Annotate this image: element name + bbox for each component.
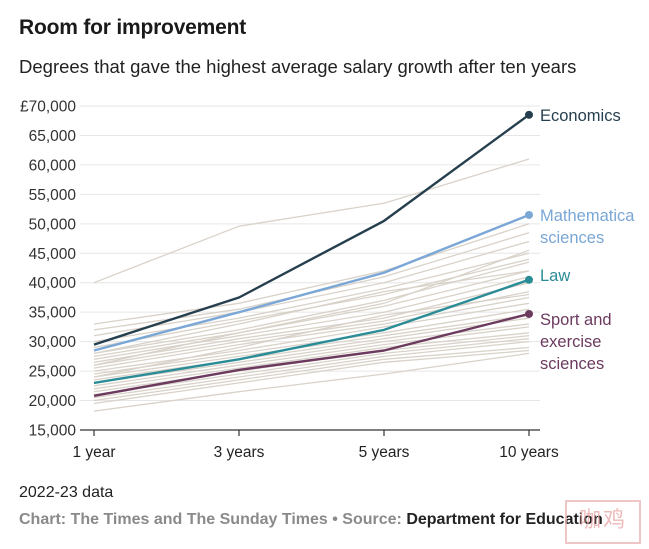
background-series-line [93, 308, 530, 375]
background-series-line [93, 252, 530, 343]
series-line [93, 278, 530, 385]
background-series-line [93, 276, 530, 360]
y-tick-label: 15,000 [29, 423, 77, 440]
source-link[interactable]: Department for Education [406, 511, 603, 528]
background-series-line [93, 332, 530, 390]
background-series-line [93, 349, 530, 405]
series-label-line: exercise [540, 333, 601, 351]
data-year-note: 2022-23 data [19, 484, 114, 501]
series-label-line: sciences [540, 355, 604, 373]
series-line [93, 312, 530, 397]
background-series-line [93, 352, 530, 412]
y-tick-label: 65,000 [29, 128, 77, 145]
background-series-line [93, 270, 530, 355]
series-label-line: Mathematica [540, 207, 635, 225]
y-tick-label: 20,000 [29, 393, 77, 410]
series-label-line: Economics [540, 107, 621, 125]
series-endpoint [525, 275, 533, 284]
y-tick-label: 45,000 [29, 246, 77, 263]
series-label: Mathematica sciences [540, 207, 635, 247]
background-series-line [93, 270, 530, 358]
background-series-line [93, 340, 530, 399]
background-series-line [93, 326, 530, 387]
y-tick-label: 50,000 [29, 216, 77, 233]
series-endpoint [525, 309, 533, 318]
chart-credit: Chart: The Times and The Sunday Times • … [19, 511, 603, 529]
y-tick-label: 25,000 [29, 364, 77, 381]
background-series-line [93, 223, 530, 325]
chart-subtitle: Degrees that gave the highest average sa… [19, 56, 577, 77]
background-series-line [93, 317, 530, 381]
background-series-line [93, 240, 530, 337]
series-endpoint [525, 210, 533, 219]
background-series-line [93, 158, 530, 284]
x-tick-label: 10 years [499, 444, 559, 461]
background-series-line [93, 314, 530, 378]
y-tick-label: 55,000 [29, 187, 77, 204]
series-label-line: Law [540, 267, 570, 285]
series-line [93, 213, 530, 352]
credit-prefix: Chart: The Times and The Sunday Times • … [19, 511, 407, 528]
background-series-line [93, 338, 530, 396]
background-series-line [93, 302, 530, 372]
background-series-line [93, 296, 530, 369]
y-tick-label: £70,000 [20, 99, 76, 116]
series-label: Law [540, 267, 570, 285]
y-tick-label: 35,000 [29, 305, 77, 322]
y-tick-label: 40,000 [29, 275, 77, 292]
watermark-stamp: 咖鸡 [565, 500, 641, 544]
background-series-line [93, 249, 530, 366]
y-tick-label: 60,000 [29, 157, 77, 174]
background-series-line [93, 346, 530, 402]
y-tick-label: 30,000 [29, 334, 77, 351]
series-endpoint [525, 110, 533, 119]
x-tick-label: 3 years [214, 444, 265, 461]
series-label-line: Sport and [540, 311, 612, 329]
series-label-line: sciences [540, 229, 604, 247]
x-tick-label: 1 year [72, 444, 115, 461]
background-series-line [93, 282, 530, 363]
series-line [93, 113, 530, 346]
chart-title: Room for improvement [19, 16, 247, 39]
series-label: Sport and exercise sciences [540, 311, 612, 373]
x-tick-label: 5 years [359, 444, 410, 461]
series-label: Economics [540, 107, 621, 125]
